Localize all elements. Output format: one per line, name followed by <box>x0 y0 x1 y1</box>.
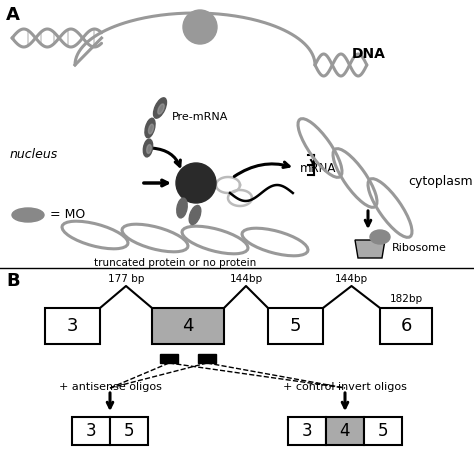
Text: + antisense oligos: + antisense oligos <box>59 382 162 392</box>
Ellipse shape <box>12 208 44 222</box>
Bar <box>152 308 224 344</box>
Text: 4: 4 <box>182 317 194 335</box>
Text: 6: 6 <box>401 317 412 335</box>
Bar <box>45 308 100 344</box>
Text: 182bp: 182bp <box>390 294 422 304</box>
Text: 5: 5 <box>378 422 388 440</box>
Bar <box>326 417 364 445</box>
Text: 4: 4 <box>340 422 350 440</box>
Text: 3: 3 <box>86 422 96 440</box>
Text: A: A <box>6 6 20 24</box>
Text: cytoplasm: cytoplasm <box>408 175 473 188</box>
Text: 5: 5 <box>290 317 301 335</box>
Text: DNA: DNA <box>352 47 386 61</box>
Ellipse shape <box>370 230 390 244</box>
Bar <box>268 308 323 344</box>
Ellipse shape <box>189 205 201 225</box>
Ellipse shape <box>154 98 166 118</box>
Bar <box>364 417 402 445</box>
Ellipse shape <box>143 139 153 157</box>
Text: 3: 3 <box>67 317 78 335</box>
Text: + control invert oligos: + control invert oligos <box>283 382 407 392</box>
Bar <box>198 354 216 363</box>
Text: = MO: = MO <box>50 209 85 221</box>
Text: nucleus: nucleus <box>10 148 58 161</box>
Text: 177 bp: 177 bp <box>108 274 144 284</box>
Text: truncated protein or no protein: truncated protein or no protein <box>94 258 256 268</box>
Bar <box>72 417 110 445</box>
Text: 144bp: 144bp <box>335 274 368 284</box>
Text: 144bp: 144bp <box>229 274 263 284</box>
Ellipse shape <box>146 144 151 153</box>
Ellipse shape <box>177 198 187 218</box>
Text: mRNA: mRNA <box>300 162 337 175</box>
Circle shape <box>183 10 217 44</box>
Bar <box>380 308 432 344</box>
Ellipse shape <box>148 124 154 134</box>
Text: Ribosome: Ribosome <box>392 243 447 253</box>
Circle shape <box>176 163 216 203</box>
Bar <box>160 354 178 363</box>
Text: 3: 3 <box>301 422 312 440</box>
Ellipse shape <box>145 118 155 138</box>
Bar <box>288 417 326 445</box>
Bar <box>110 417 148 445</box>
Ellipse shape <box>158 104 164 114</box>
Text: 5: 5 <box>124 422 134 440</box>
Text: B: B <box>6 272 19 290</box>
Text: Pre-mRNA: Pre-mRNA <box>172 112 228 122</box>
Polygon shape <box>355 240 385 258</box>
